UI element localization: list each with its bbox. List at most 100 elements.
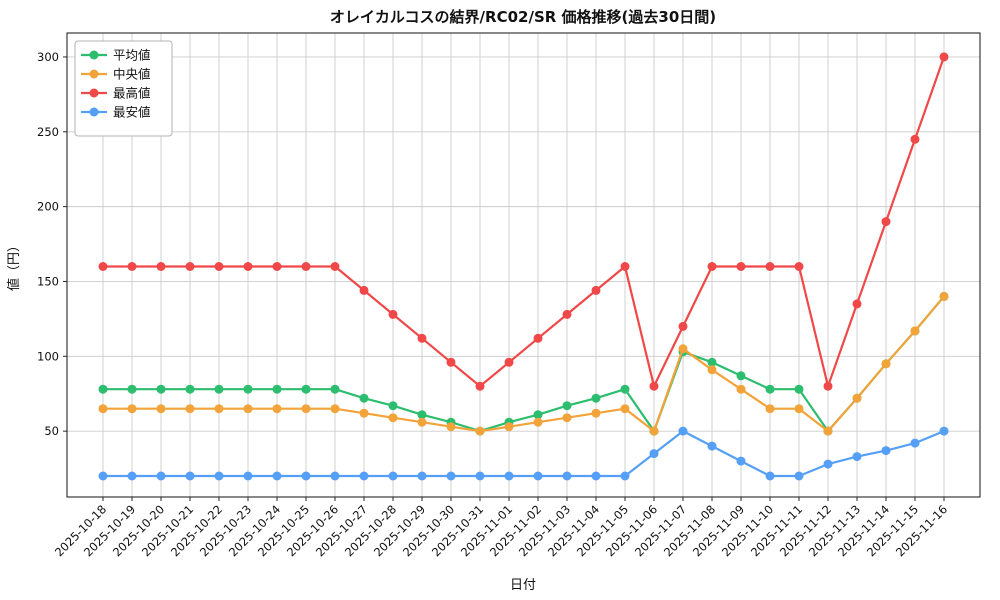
data-point-median-2025-10-24 — [272, 404, 282, 414]
data-point-highest-2025-10-24 — [272, 262, 282, 271]
data-point-average-2025-11-02 — [533, 410, 543, 420]
data-point-median-2025-11-03 — [562, 413, 572, 423]
y-tick-label: 100 — [37, 349, 59, 363]
plot-background — [67, 33, 980, 497]
data-point-lowest-2025-11-09 — [736, 456, 746, 466]
data-point-average-2025-10-23 — [243, 384, 253, 394]
data-point-lowest-2025-10-28 — [388, 471, 398, 481]
data-point-highest-2025-11-04 — [591, 285, 601, 295]
data-point-highest-2025-11-06 — [649, 381, 659, 391]
y-tick-label: 50 — [44, 424, 59, 438]
series-average-line — [103, 295, 945, 433]
data-point-median-2025-11-08 — [707, 365, 717, 375]
x-axis-ticks: 2025-10-182025-10-192025-10-202025-10-21… — [52, 497, 950, 559]
data-point-lowest-2025-10-24 — [272, 471, 282, 481]
legend-item-average: 平均値 — [81, 48, 151, 63]
data-point-highest-2025-11-09 — [736, 262, 746, 271]
data-point-lowest-2025-11-03 — [562, 471, 572, 481]
data-point-median-2025-11-04 — [591, 408, 601, 418]
series-lowest — [98, 426, 949, 481]
data-point-median-2025-11-16 — [939, 291, 949, 301]
data-point-average-2025-10-19 — [127, 384, 137, 394]
data-point-average-2025-11-04 — [591, 393, 601, 403]
data-point-lowest-2025-11-04 — [591, 471, 601, 481]
series-lowest-line — [103, 430, 945, 478]
data-point-lowest-2025-11-13 — [852, 452, 862, 462]
data-point-median-2025-10-30 — [446, 422, 456, 432]
data-point-median-2025-10-20 — [156, 404, 166, 414]
data-point-lowest-2025-11-10 — [765, 471, 775, 481]
data-point-highest-2025-10-26 — [330, 262, 340, 271]
series-median — [98, 291, 949, 436]
data-point-median-2025-11-13 — [852, 393, 862, 403]
data-point-lowest-2025-10-22 — [214, 471, 224, 481]
data-point-highest-2025-11-11 — [794, 262, 804, 271]
data-point-lowest-2025-11-05 — [620, 471, 630, 481]
data-point-median-2025-10-29 — [417, 417, 427, 427]
y-tick-label: 150 — [37, 274, 59, 288]
data-point-highest-2025-11-15 — [910, 134, 920, 144]
data-point-lowest-2025-10-23 — [243, 471, 253, 481]
data-point-highest-2025-11-07 — [678, 321, 688, 331]
data-point-average-2025-11-11 — [794, 384, 804, 394]
legend-marker — [89, 50, 99, 60]
data-point-highest-2025-10-31 — [475, 381, 485, 391]
plot-content: 50 100 150 200 250 300 2025-10-182025-10-19202… — [37, 32, 981, 559]
data-point-average-2025-10-29 — [417, 410, 427, 420]
data-point-median-2025-10-23 — [243, 404, 253, 414]
data-point-average-2025-11-05 — [620, 384, 630, 394]
data-point-lowest-2025-10-21 — [185, 471, 195, 481]
data-point-median-2025-11-02 — [533, 417, 543, 427]
data-point-median-2025-10-25 — [301, 404, 311, 414]
data-point-lowest-2025-11-12 — [823, 459, 833, 469]
data-point-highest-2025-10-20 — [156, 262, 166, 271]
data-point-highest-2025-11-12 — [823, 381, 833, 391]
data-point-median-2025-10-27 — [359, 408, 369, 418]
data-point-median-2025-10-21 — [185, 404, 195, 414]
series-highest — [98, 52, 949, 391]
data-point-highest-2025-10-29 — [417, 333, 427, 343]
data-point-median-2025-10-28 — [388, 413, 398, 423]
data-point-median-2025-11-10 — [765, 404, 775, 414]
data-point-lowest-2025-11-07 — [678, 426, 688, 436]
data-point-lowest-2025-11-02 — [533, 471, 543, 481]
data-point-highest-2025-11-13 — [852, 299, 862, 309]
legend-marker — [89, 88, 99, 98]
plot-border — [66, 32, 981, 498]
data-point-highest-2025-10-18 — [98, 262, 108, 271]
data-point-highest-2025-10-30 — [446, 357, 456, 367]
data-point-highest-2025-11-02 — [533, 333, 543, 343]
series-highest-line — [103, 56, 946, 388]
data-point-highest-2025-10-25 — [301, 262, 311, 271]
data-point-lowest-2025-10-18 — [98, 471, 108, 481]
data-point-median-2025-11-07 — [678, 344, 688, 354]
series-median-line — [103, 295, 945, 433]
legend-marker — [89, 107, 99, 117]
legend-label: 最安値 — [113, 105, 151, 120]
data-point-average-2025-11-09 — [736, 371, 746, 381]
chart-title: オレイカルコスの結界/RC02/SR 価格推移(過去30日間) — [330, 8, 716, 26]
data-point-average-2025-10-22 — [214, 384, 224, 394]
data-point-average-2025-11-03 — [562, 401, 572, 411]
data-point-median-2025-11-14 — [881, 359, 891, 369]
data-point-median-2025-11-05 — [620, 404, 630, 414]
legend-label: 平均値 — [113, 48, 151, 63]
legend-item-lowest: 最安値 — [81, 105, 151, 120]
data-point-highest-2025-11-14 — [881, 217, 891, 227]
data-point-highest-2025-10-27 — [359, 285, 369, 295]
data-point-highest-2025-10-22 — [214, 262, 224, 271]
data-point-median-2025-11-11 — [794, 404, 804, 414]
data-point-lowest-2025-10-30 — [446, 471, 456, 481]
data-point-lowest-2025-10-31 — [475, 471, 485, 481]
data-point-highest-2025-11-05 — [620, 262, 630, 271]
data-point-highest-2025-11-08 — [707, 262, 717, 271]
data-point-lowest-2025-11-15 — [910, 438, 920, 448]
data-point-average-2025-10-21 — [185, 384, 195, 394]
data-point-average-2025-10-26 — [330, 384, 340, 394]
data-point-median-2025-11-09 — [736, 384, 746, 394]
data-point-average-2025-10-24 — [272, 384, 282, 394]
data-point-average-2025-11-10 — [765, 384, 775, 394]
data-point-median-2025-11-15 — [910, 326, 920, 336]
